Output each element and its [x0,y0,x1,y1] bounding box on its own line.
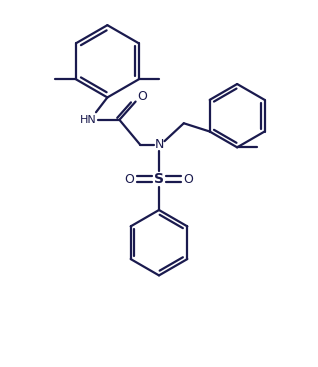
Text: O: O [137,90,147,103]
Text: HN: HN [80,115,97,125]
Text: S: S [154,172,164,186]
Text: O: O [124,172,134,186]
Text: N: N [154,138,164,151]
Text: O: O [184,172,194,186]
